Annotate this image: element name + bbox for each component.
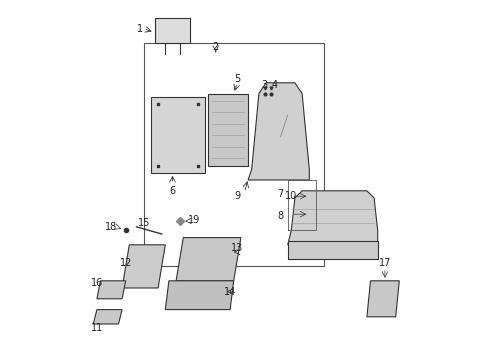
Text: 4: 4 (271, 80, 278, 90)
Polygon shape (247, 83, 309, 180)
Text: 11: 11 (91, 323, 103, 333)
Polygon shape (176, 238, 241, 281)
Polygon shape (366, 281, 399, 317)
Polygon shape (208, 94, 247, 166)
Polygon shape (287, 241, 377, 259)
Text: 9: 9 (234, 191, 240, 201)
Polygon shape (93, 310, 122, 324)
Text: 10: 10 (285, 191, 297, 201)
Text: 18: 18 (105, 222, 117, 232)
Polygon shape (151, 97, 204, 173)
Text: 8: 8 (277, 211, 283, 221)
Polygon shape (165, 281, 233, 310)
Polygon shape (154, 18, 190, 43)
Polygon shape (122, 245, 165, 288)
Text: 12: 12 (119, 258, 132, 268)
Text: 19: 19 (187, 215, 200, 225)
Polygon shape (287, 191, 377, 245)
Text: 2: 2 (212, 42, 218, 52)
Text: 1: 1 (137, 24, 143, 34)
Text: 16: 16 (91, 278, 103, 288)
Text: 6: 6 (169, 186, 175, 196)
Text: 3: 3 (261, 80, 267, 90)
Text: 7: 7 (277, 189, 283, 199)
Text: 5: 5 (234, 74, 240, 84)
Text: 17: 17 (378, 258, 390, 268)
Text: 13: 13 (231, 243, 243, 253)
Text: 15: 15 (137, 218, 150, 228)
Polygon shape (97, 281, 125, 299)
Text: 14: 14 (224, 287, 236, 297)
